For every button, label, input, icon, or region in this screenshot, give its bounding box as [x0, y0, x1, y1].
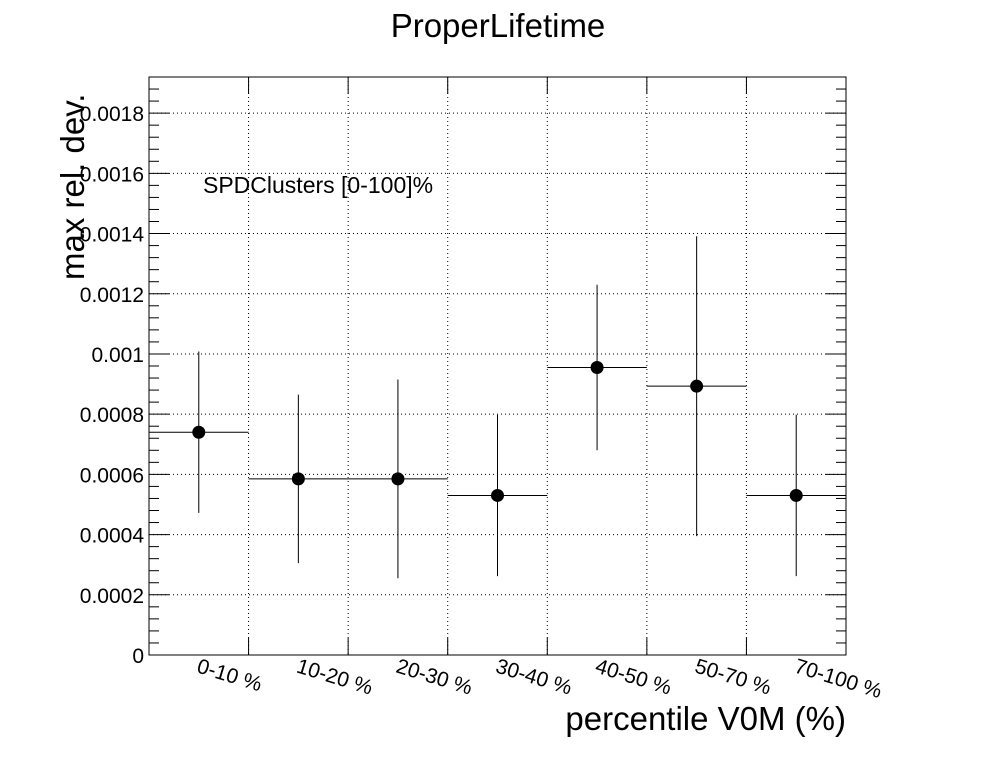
x-tick-label: 20-30 %	[393, 655, 475, 700]
x-tick-label: 10-20 %	[294, 655, 376, 700]
y-tick-label: 0.0018	[80, 103, 144, 126]
chart-title: ProperLifetime	[391, 7, 606, 44]
data-point	[391, 472, 405, 486]
data-point	[690, 379, 704, 393]
x-tick-label: 0-10 %	[194, 655, 264, 696]
data-point	[789, 488, 803, 502]
y-tick-label: 0.0008	[80, 404, 144, 427]
y-tick-label: 0.0002	[80, 585, 144, 608]
axis-ticks	[148, 77, 847, 656]
x-tick-label: 70-100 %	[792, 655, 885, 703]
y-tick-label: 0.0014	[80, 224, 145, 247]
x-tick-label: 40-50 %	[593, 655, 675, 700]
y-tick-label: 0	[132, 645, 144, 668]
y-tick-label: 0.0012	[80, 284, 144, 307]
data-point	[491, 488, 504, 502]
data-point	[590, 361, 604, 375]
y-tick-label: 0.0016	[80, 163, 144, 186]
data-point	[291, 472, 305, 486]
data-point	[192, 425, 206, 439]
chart-annotation: SPDClusters [0-100]%	[203, 172, 433, 198]
y-tick-label: 0.001	[91, 344, 144, 367]
tick-labels: 0 0.0002 0.0004 0.0006 0.0008 0.001 0.0012 0.00…	[80, 103, 885, 703]
x-tick-label: 50-70 %	[692, 655, 774, 700]
data-markers	[149, 236, 846, 579]
y-tick-label: 0.0006	[80, 464, 144, 487]
y-tick-label: 0.0004	[80, 525, 145, 548]
x-tick-label: 30-40 %	[493, 655, 575, 700]
x-axis-label: percentile V0M (%)	[565, 700, 846, 737]
y-axis-label: max rel. dev.	[54, 94, 91, 280]
